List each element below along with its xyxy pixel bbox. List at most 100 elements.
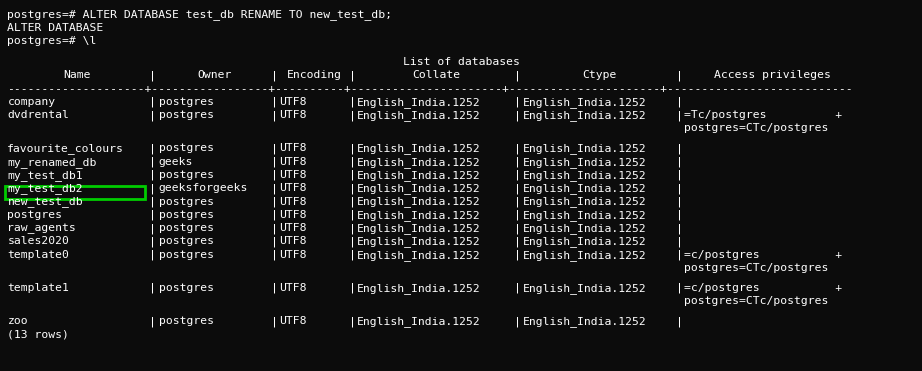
Text: |: | — [149, 236, 156, 247]
Text: English_India.1252: English_India.1252 — [523, 316, 646, 327]
Text: postgres=# ALTER DATABASE test_db RENAME TO new_test_db;: postgres=# ALTER DATABASE test_db RENAME… — [7, 9, 393, 20]
FancyBboxPatch shape — [5, 186, 145, 199]
Text: company: company — [7, 97, 55, 107]
Text: English_India.1252: English_India.1252 — [357, 197, 480, 207]
Text: English_India.1252: English_India.1252 — [523, 144, 646, 154]
Text: template0: template0 — [7, 250, 69, 260]
Text: |: | — [514, 144, 521, 154]
Text: English_India.1252: English_India.1252 — [357, 170, 480, 181]
Text: postgres: postgres — [159, 210, 214, 220]
Text: UTF8: UTF8 — [279, 250, 307, 260]
Text: UTF8: UTF8 — [279, 170, 307, 180]
Text: English_India.1252: English_India.1252 — [357, 223, 480, 234]
Text: |: | — [349, 283, 355, 293]
Text: |: | — [514, 70, 521, 81]
Text: |: | — [149, 144, 156, 154]
Text: English_India.1252: English_India.1252 — [357, 283, 480, 294]
Text: postgres: postgres — [159, 316, 214, 326]
Text: postgres: postgres — [7, 210, 63, 220]
Text: |: | — [149, 197, 156, 207]
Text: |: | — [271, 144, 278, 154]
Text: UTF8: UTF8 — [279, 97, 307, 107]
Text: English_India.1252: English_India.1252 — [523, 210, 646, 221]
Text: postgres=CTc/postgres: postgres=CTc/postgres — [684, 296, 829, 306]
Text: |: | — [149, 223, 156, 234]
Text: |: | — [514, 250, 521, 260]
Text: English_India.1252: English_India.1252 — [523, 283, 646, 294]
Text: postgres: postgres — [159, 223, 214, 233]
Text: UTF8: UTF8 — [279, 223, 307, 233]
Text: English_India.1252: English_India.1252 — [523, 250, 646, 260]
Text: English_India.1252: English_India.1252 — [357, 210, 480, 221]
Text: postgres: postgres — [159, 250, 214, 260]
Text: |: | — [514, 110, 521, 121]
Text: sales2020: sales2020 — [7, 236, 69, 246]
Text: |: | — [676, 110, 682, 121]
Text: |: | — [349, 183, 355, 194]
Text: English_India.1252: English_India.1252 — [357, 110, 480, 121]
Text: UTF8: UTF8 — [279, 183, 307, 193]
Text: (13 rows): (13 rows) — [7, 329, 69, 339]
Text: |: | — [271, 250, 278, 260]
Text: English_India.1252: English_India.1252 — [357, 144, 480, 154]
Text: |: | — [149, 70, 156, 81]
Text: postgres: postgres — [159, 236, 214, 246]
Text: zoo: zoo — [7, 316, 28, 326]
Text: postgres=# \l: postgres=# \l — [7, 36, 97, 46]
Text: |: | — [271, 157, 278, 167]
Text: |: | — [349, 157, 355, 167]
Text: |: | — [271, 210, 278, 220]
Text: |: | — [149, 283, 156, 293]
Text: =c/postgres           +: =c/postgres + — [684, 250, 843, 260]
Text: |: | — [349, 250, 355, 260]
Text: |: | — [349, 70, 355, 81]
Text: |: | — [349, 210, 355, 220]
Text: |: | — [271, 70, 278, 81]
Text: English_India.1252: English_India.1252 — [357, 250, 480, 260]
Text: |: | — [514, 97, 521, 108]
Text: |: | — [676, 316, 682, 326]
Text: my_renamed_db: my_renamed_db — [7, 157, 97, 168]
Text: UTF8: UTF8 — [279, 283, 307, 293]
Text: favourite_colours: favourite_colours — [7, 144, 124, 154]
Text: |: | — [676, 283, 682, 293]
Text: |: | — [676, 236, 682, 247]
Text: new_test_db: new_test_db — [7, 197, 83, 207]
Text: |: | — [514, 157, 521, 167]
Text: English_India.1252: English_India.1252 — [357, 97, 480, 108]
Text: postgres=CTc/postgres: postgres=CTc/postgres — [684, 124, 829, 134]
Text: |: | — [676, 197, 682, 207]
Text: |: | — [149, 210, 156, 220]
Text: English_India.1252: English_India.1252 — [523, 183, 646, 194]
Text: |: | — [349, 236, 355, 247]
Text: |: | — [271, 236, 278, 247]
Text: my_test_db1: my_test_db1 — [7, 170, 83, 181]
Text: |: | — [349, 170, 355, 180]
Text: English_India.1252: English_India.1252 — [523, 170, 646, 181]
Text: Access privileges: Access privileges — [715, 70, 831, 81]
Text: |: | — [349, 110, 355, 121]
Text: |: | — [514, 210, 521, 220]
Text: |: | — [271, 170, 278, 180]
Text: geeks: geeks — [159, 157, 193, 167]
Text: |: | — [676, 70, 682, 81]
Text: |: | — [149, 250, 156, 260]
Text: |: | — [676, 223, 682, 234]
Text: |: | — [271, 283, 278, 293]
Text: |: | — [271, 223, 278, 234]
Text: --------------------+-----------------+----------+----------------------+-------: --------------------+-----------------+-… — [7, 83, 853, 93]
Text: English_India.1252: English_India.1252 — [523, 197, 646, 207]
Text: |: | — [514, 283, 521, 293]
Text: |: | — [149, 157, 156, 167]
Text: postgres: postgres — [159, 97, 214, 107]
Text: |: | — [149, 183, 156, 194]
Text: Encoding: Encoding — [287, 70, 342, 81]
Text: ALTER DATABASE: ALTER DATABASE — [7, 23, 103, 33]
Text: |: | — [514, 236, 521, 247]
Text: postgres=CTc/postgres: postgres=CTc/postgres — [684, 263, 829, 273]
Text: |: | — [149, 110, 156, 121]
Text: English_India.1252: English_India.1252 — [357, 316, 480, 327]
Text: UTF8: UTF8 — [279, 316, 307, 326]
Text: English_India.1252: English_India.1252 — [523, 157, 646, 168]
Text: |: | — [676, 157, 682, 167]
